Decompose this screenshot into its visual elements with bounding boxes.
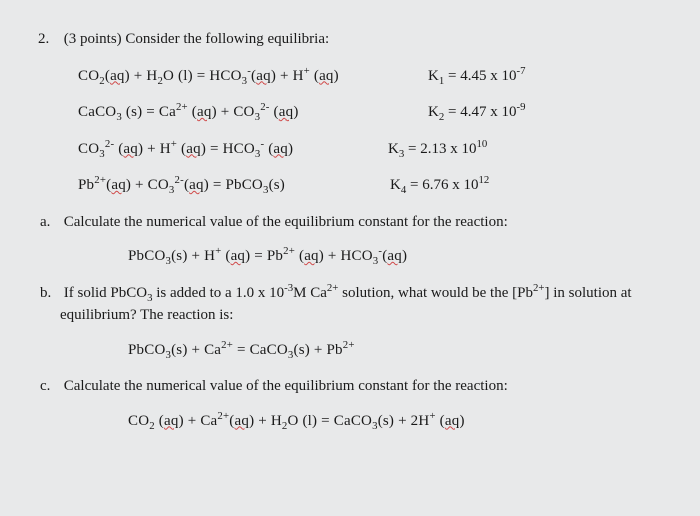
part-b-text: If solid PbCO3 is added to a 1.0 x 10-3M… (60, 285, 632, 324)
part-a-text: Calculate the numerical value of the equ… (64, 214, 508, 230)
equation-2-k: K2 = 4.47 x 10-9 (388, 101, 655, 124)
equation-1: CO2(aq) + H2O (l) = HCO3-(aq) + H+ (aq) … (78, 65, 655, 88)
part-c: c. Calculate the numerical value of the … (38, 375, 655, 398)
part-c-label: c. (40, 375, 60, 398)
problem-header: 2. (3 points) Consider the following equ… (38, 28, 655, 51)
part-c-equation: CO2 (aq) + Ca2+(aq) + H2O (l) = CaCO3(s)… (38, 410, 655, 433)
part-b: b. If solid PbCO3 is added to a 1.0 x 10… (38, 282, 655, 327)
equilibria-block: CO2(aq) + H2O (l) = HCO3-(aq) + H+ (aq) … (38, 65, 655, 197)
part-a-equation: PbCO3(s) + H+ (aq) = Pb2+ (aq) + HCO3-(a… (38, 245, 655, 268)
equation-3-k: K3 = 2.13 x 1010 (388, 138, 655, 161)
part-b-equation: PbCO3(s) + Ca2+ = CaCO3(s) + Pb2+ (38, 339, 655, 362)
problem-points: (3 points) (64, 31, 122, 47)
equation-3-expr: CO32- (aq) + H+ (aq) = HCO3- (aq) (78, 138, 388, 161)
equation-2-expr: CaCO3 (s) = Ca2+ (aq) + CO32- (aq) (78, 101, 388, 124)
equation-3: CO32- (aq) + H+ (aq) = HCO3- (aq) K3 = 2… (78, 138, 655, 161)
part-b-label: b. (40, 282, 60, 305)
equation-4-expr: Pb2+(aq) + CO32-(aq) = PbCO3(s) (78, 174, 388, 197)
problem-intro: Consider the following equilibria: (125, 31, 329, 47)
equation-2: CaCO3 (s) = Ca2+ (aq) + CO32- (aq) K2 = … (78, 101, 655, 124)
part-a-label: a. (40, 211, 60, 234)
part-c-text: Calculate the numerical value of the equ… (64, 378, 508, 394)
equation-1-expr: CO2(aq) + H2O (l) = HCO3-(aq) + H+ (aq) (78, 65, 388, 88)
equation-1-k: K1 = 4.45 x 10-7 (388, 65, 655, 88)
part-a: a. Calculate the numerical value of the … (38, 211, 655, 234)
equation-4: Pb2+(aq) + CO32-(aq) = PbCO3(s) K4 = 6.7… (78, 174, 655, 197)
problem-number: 2. (38, 28, 60, 51)
equation-4-k: K4 = 6.76 x 1012 (388, 174, 655, 197)
